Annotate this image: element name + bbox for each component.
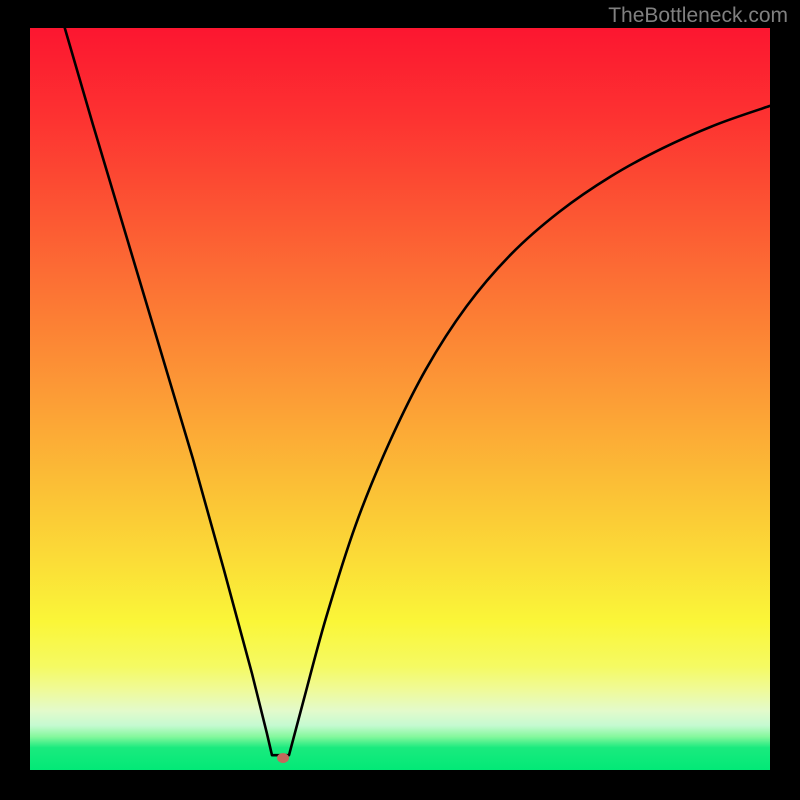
minimum-marker xyxy=(277,753,289,763)
plot-area xyxy=(30,28,770,770)
watermark-text: TheBottleneck.com xyxy=(608,4,788,28)
outer-frame: TheBottleneck.com xyxy=(0,0,800,800)
curve-layer xyxy=(30,28,770,770)
v-curve xyxy=(65,28,770,755)
